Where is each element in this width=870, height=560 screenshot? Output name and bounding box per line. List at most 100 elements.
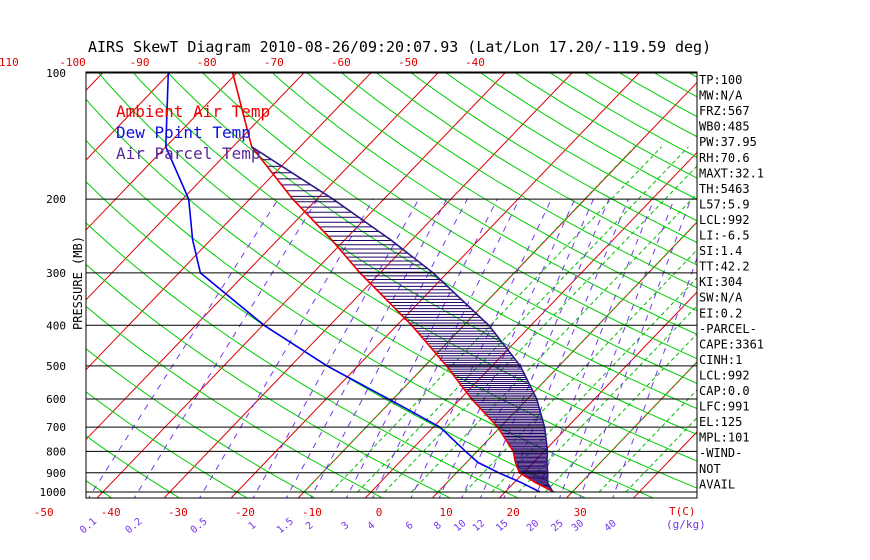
mixing-ratio-tick-label: 2 (304, 520, 316, 532)
pressure-tick-label: 200 (46, 193, 66, 206)
moist-adiabat-line (598, 389, 697, 493)
background-lines (86, 54, 870, 501)
mixing-ratio-line (438, 198, 576, 498)
top-temp-tick-label: -110 (0, 56, 19, 69)
mixing-ratio-line (252, 198, 420, 498)
moist-adiabat-line (384, 165, 697, 493)
moist-adiabat-line (464, 249, 697, 493)
isotherm-line (86, 72, 306, 301)
top-temp-tick-label: -100 (59, 56, 86, 69)
bottom-temp-tick-label: -50 (34, 506, 54, 519)
index-label: L57:5.9 (699, 197, 750, 211)
mixing-ratio-tick-label: 0.1 (78, 516, 99, 536)
dry-adiabat-line (131, 72, 697, 436)
dry-adiabat-line (236, 72, 697, 360)
moist-adiabat-line (410, 193, 697, 493)
dry-adiabat-line (86, 263, 452, 498)
dry-adiabat-line (270, 72, 697, 336)
mixing-ratio-tick-label: 10 (452, 518, 468, 534)
moist-adiabat-line (357, 146, 689, 493)
index-label: MW:N/A (699, 89, 743, 103)
index-label: LCL:992 (699, 213, 750, 227)
pressure-tick-label: 600 (46, 393, 66, 406)
index-label: MAXT:32.1 (699, 166, 764, 180)
isotherm-line (498, 291, 697, 498)
index-label: TT:42.2 (699, 260, 750, 274)
moist-adiabat-line (437, 221, 697, 493)
mixing-ratio-tick-label: 3 (340, 520, 352, 532)
cape-hatching (256, 152, 551, 490)
isotherm-line (96, 72, 507, 498)
mixing-ratio-tick-label: 0.5 (189, 516, 210, 536)
mixing-ratio-line (534, 198, 655, 498)
pressure-tick-label: 900 (46, 467, 66, 480)
isotherm-line (86, 72, 440, 441)
dry-adiabat-line (86, 391, 249, 498)
mixing-ratio-tick-label: 40 (603, 518, 619, 534)
index-label: SI:1.4 (699, 244, 742, 258)
pressure-tick-label: 800 (46, 445, 66, 458)
mixing-ratio-tick-label: 1 (247, 520, 259, 532)
mixing-ratio-line (87, 198, 279, 498)
index-label: LCL:992 (699, 368, 750, 382)
mixing-ratio-line (558, 198, 675, 498)
dry-adiabat-line (444, 72, 697, 222)
legend-parcel: Air Parcel Temp (116, 144, 261, 163)
dry-adiabat-line (757, 54, 870, 501)
index-label: EI:0.2 (699, 306, 742, 320)
dewpoint-temp-line (164, 72, 541, 493)
bottom-temp-tick-label: 20 (506, 506, 519, 519)
legend-ambient: Ambient Air Temp (116, 102, 270, 121)
mixing-ratio-tick-label: 8 (432, 520, 444, 532)
mixing-ratio-tick-label: 1.5 (275, 516, 296, 536)
isotherm-line (230, 72, 641, 498)
x-axis-unit-label: T(C) (669, 505, 696, 518)
dry-adiabat-line (305, 72, 697, 312)
pressure-grid (86, 72, 697, 493)
index-label: MPL:101 (699, 431, 750, 445)
moist-adiabat-line (625, 417, 697, 493)
pressure-tick-label: 500 (46, 360, 66, 373)
legend-dewpoint: Dew Point Temp (116, 123, 251, 142)
moist-adiabat-line (571, 361, 697, 493)
index-label: WB0:485 (699, 120, 750, 134)
isotherm-line (765, 54, 870, 501)
bottom-temp-tick-label: 10 (439, 506, 452, 519)
mixing-ratio-tick-label: 25 (550, 518, 566, 534)
dry-adiabat-line (340, 72, 697, 289)
index-label: -PARCEL- (699, 322, 757, 336)
isotherm-line (86, 72, 373, 371)
top-temp-tick-label: -70 (264, 56, 284, 69)
dry-adiabat-line (858, 54, 870, 501)
dry-adiabat-line (97, 72, 697, 462)
top-temp-tick-label: -50 (398, 56, 418, 69)
index-label: FRZ:567 (699, 104, 750, 118)
mixing-ratio-line (285, 198, 448, 498)
dry-adiabat-line (86, 348, 316, 498)
pressure-tick-label: 700 (46, 421, 66, 434)
index-label: NOT (699, 462, 721, 476)
mixing-ratio-line (133, 198, 318, 498)
pressure-tick-label: 100 (46, 67, 66, 80)
dry-adiabat-line (86, 305, 384, 498)
dry-adiabat-line (686, 72, 697, 78)
moist-adiabat-line (303, 146, 636, 493)
mixing-ratio-tick-label: 12 (471, 518, 487, 534)
mixing-ratio-tick-label: 15 (494, 518, 510, 534)
pressure-tick-label: 400 (46, 319, 66, 332)
dry-adiabat-line (86, 222, 520, 498)
top-temp-tick-label: -80 (197, 56, 217, 69)
mixing-ratio-line (612, 256, 697, 498)
index-label: RH:70.6 (699, 151, 750, 165)
bottom-temp-tick-label: 30 (574, 506, 587, 519)
dry-adiabat-line (824, 54, 870, 501)
top-temp-tick-label: -40 (465, 56, 485, 69)
top-temp-tick-label: -60 (331, 56, 351, 69)
mixing-ratio-line (371, 198, 520, 498)
pressure-tick-label: 300 (46, 267, 66, 280)
chart-title: AIRS SkewT Diagram 2010-08-26/09:20:07.9… (88, 38, 711, 56)
top-temp-tick-label: -90 (130, 56, 150, 69)
dry-adiabat-line (201, 72, 697, 384)
mixing-ratio-unit-label: (g/kg) (666, 518, 706, 531)
